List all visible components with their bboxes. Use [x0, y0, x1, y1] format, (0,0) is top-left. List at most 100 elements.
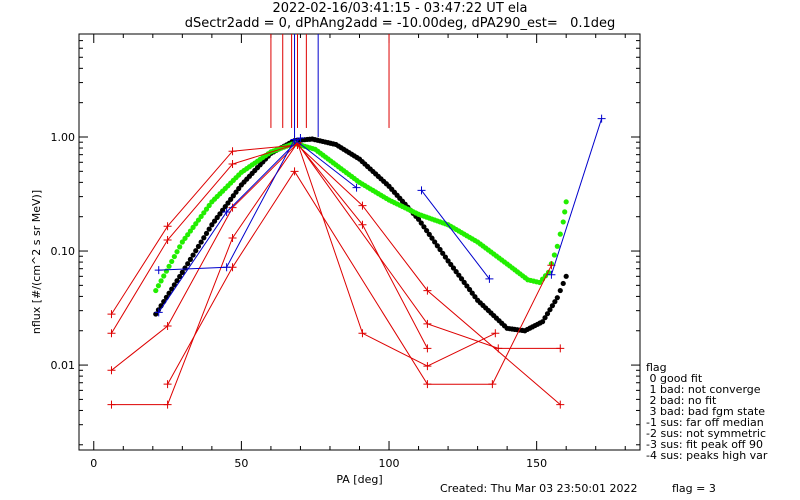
fit-point	[461, 279, 467, 285]
data-point	[290, 135, 299, 144]
data-point	[556, 400, 565, 409]
fit-point	[185, 232, 191, 238]
legend-item: -4 sus: peaks high var	[646, 449, 768, 462]
fit-point	[203, 206, 210, 212]
series-line	[111, 143, 428, 349]
fit-point	[432, 239, 438, 245]
data-point	[494, 344, 503, 353]
fit-point	[554, 295, 560, 301]
fit-point	[424, 227, 430, 234]
x-tick-label: 0	[90, 457, 97, 470]
plot-frame	[78, 33, 641, 451]
fit-point	[195, 217, 202, 223]
series-line	[421, 190, 490, 280]
fit-point	[228, 196, 234, 202]
fit-point	[209, 222, 215, 228]
fit-point	[214, 214, 220, 221]
fit-point	[458, 276, 465, 282]
fit-point	[557, 287, 563, 294]
data-point	[485, 274, 494, 283]
fit-point	[445, 258, 451, 264]
fit-point	[195, 243, 202, 249]
data-point	[358, 220, 367, 229]
fit-point	[161, 273, 167, 279]
legend-item: 2 bad: no fit	[646, 394, 717, 407]
data-point	[423, 344, 432, 353]
fit-point	[177, 273, 183, 280]
data-point	[228, 203, 237, 212]
data-point	[222, 263, 231, 272]
fit-point	[434, 243, 440, 249]
fit-point	[190, 224, 196, 230]
fit-point	[560, 219, 566, 225]
fit-point	[185, 261, 191, 267]
legend-item: -3 sus: fit peak off 90	[646, 438, 763, 451]
fit-point	[551, 252, 557, 258]
fit-point	[562, 209, 568, 215]
fit-point	[187, 256, 193, 262]
fit-point	[193, 248, 199, 254]
fit-point	[225, 200, 231, 206]
fit-point	[171, 282, 177, 288]
fit-point	[166, 263, 172, 269]
series-line	[167, 170, 552, 385]
fit-point	[179, 239, 185, 245]
data-point	[423, 362, 432, 371]
fit-point	[557, 231, 563, 237]
fit-point	[440, 250, 446, 256]
fit-point	[174, 249, 180, 255]
plot-title: 2022-02-16/03:41:15 - 03:47:22 UT ela	[272, 1, 528, 16]
data-point	[107, 400, 116, 409]
x-tick-label: 100	[379, 457, 400, 470]
fit-point	[171, 253, 177, 260]
data-point	[107, 366, 116, 375]
data-point	[547, 270, 556, 279]
fit-point	[201, 235, 207, 241]
data-point	[228, 234, 237, 243]
data-point	[417, 186, 426, 195]
fit-point	[201, 210, 207, 216]
fit-point	[450, 265, 457, 271]
fit-point	[418, 220, 424, 226]
fit-point	[198, 213, 204, 220]
fit-point	[169, 258, 175, 265]
fit-point	[547, 307, 553, 313]
fit-point	[415, 216, 422, 222]
fit-point	[544, 311, 551, 317]
fit-point	[426, 231, 432, 237]
fit-point	[472, 294, 478, 300]
data-point	[154, 308, 163, 317]
y-axis-label: nflux [#/(cm^2 s sr MeV)]	[30, 190, 43, 334]
fit-point	[453, 269, 459, 275]
data-point	[358, 329, 367, 338]
data-point	[154, 266, 163, 275]
fit-point	[198, 239, 204, 245]
data-point	[352, 183, 361, 192]
fit-point	[233, 189, 239, 195]
data-point	[107, 329, 116, 338]
data-point	[228, 159, 237, 168]
x-axis-label: PA [deg]	[336, 473, 382, 486]
data-point	[358, 201, 367, 210]
data-point	[423, 319, 432, 328]
fit-point	[537, 279, 543, 286]
fit-point	[230, 193, 236, 199]
fit-point	[206, 226, 212, 232]
data-point	[423, 380, 432, 389]
fit-point	[158, 278, 164, 284]
fit-point	[469, 290, 475, 296]
fit-point	[464, 283, 470, 289]
fit-point	[236, 185, 242, 192]
fit-point	[217, 211, 223, 217]
fit-point	[437, 246, 443, 253]
fit-point	[190, 252, 196, 258]
legend-item: 0 good fit	[646, 372, 703, 385]
fit-point	[563, 199, 569, 205]
data-point	[107, 310, 116, 319]
fit-point	[187, 228, 193, 234]
fit-point	[421, 224, 427, 230]
fit-point	[222, 204, 228, 210]
fit-point	[466, 286, 473, 293]
fit-point	[539, 319, 546, 325]
